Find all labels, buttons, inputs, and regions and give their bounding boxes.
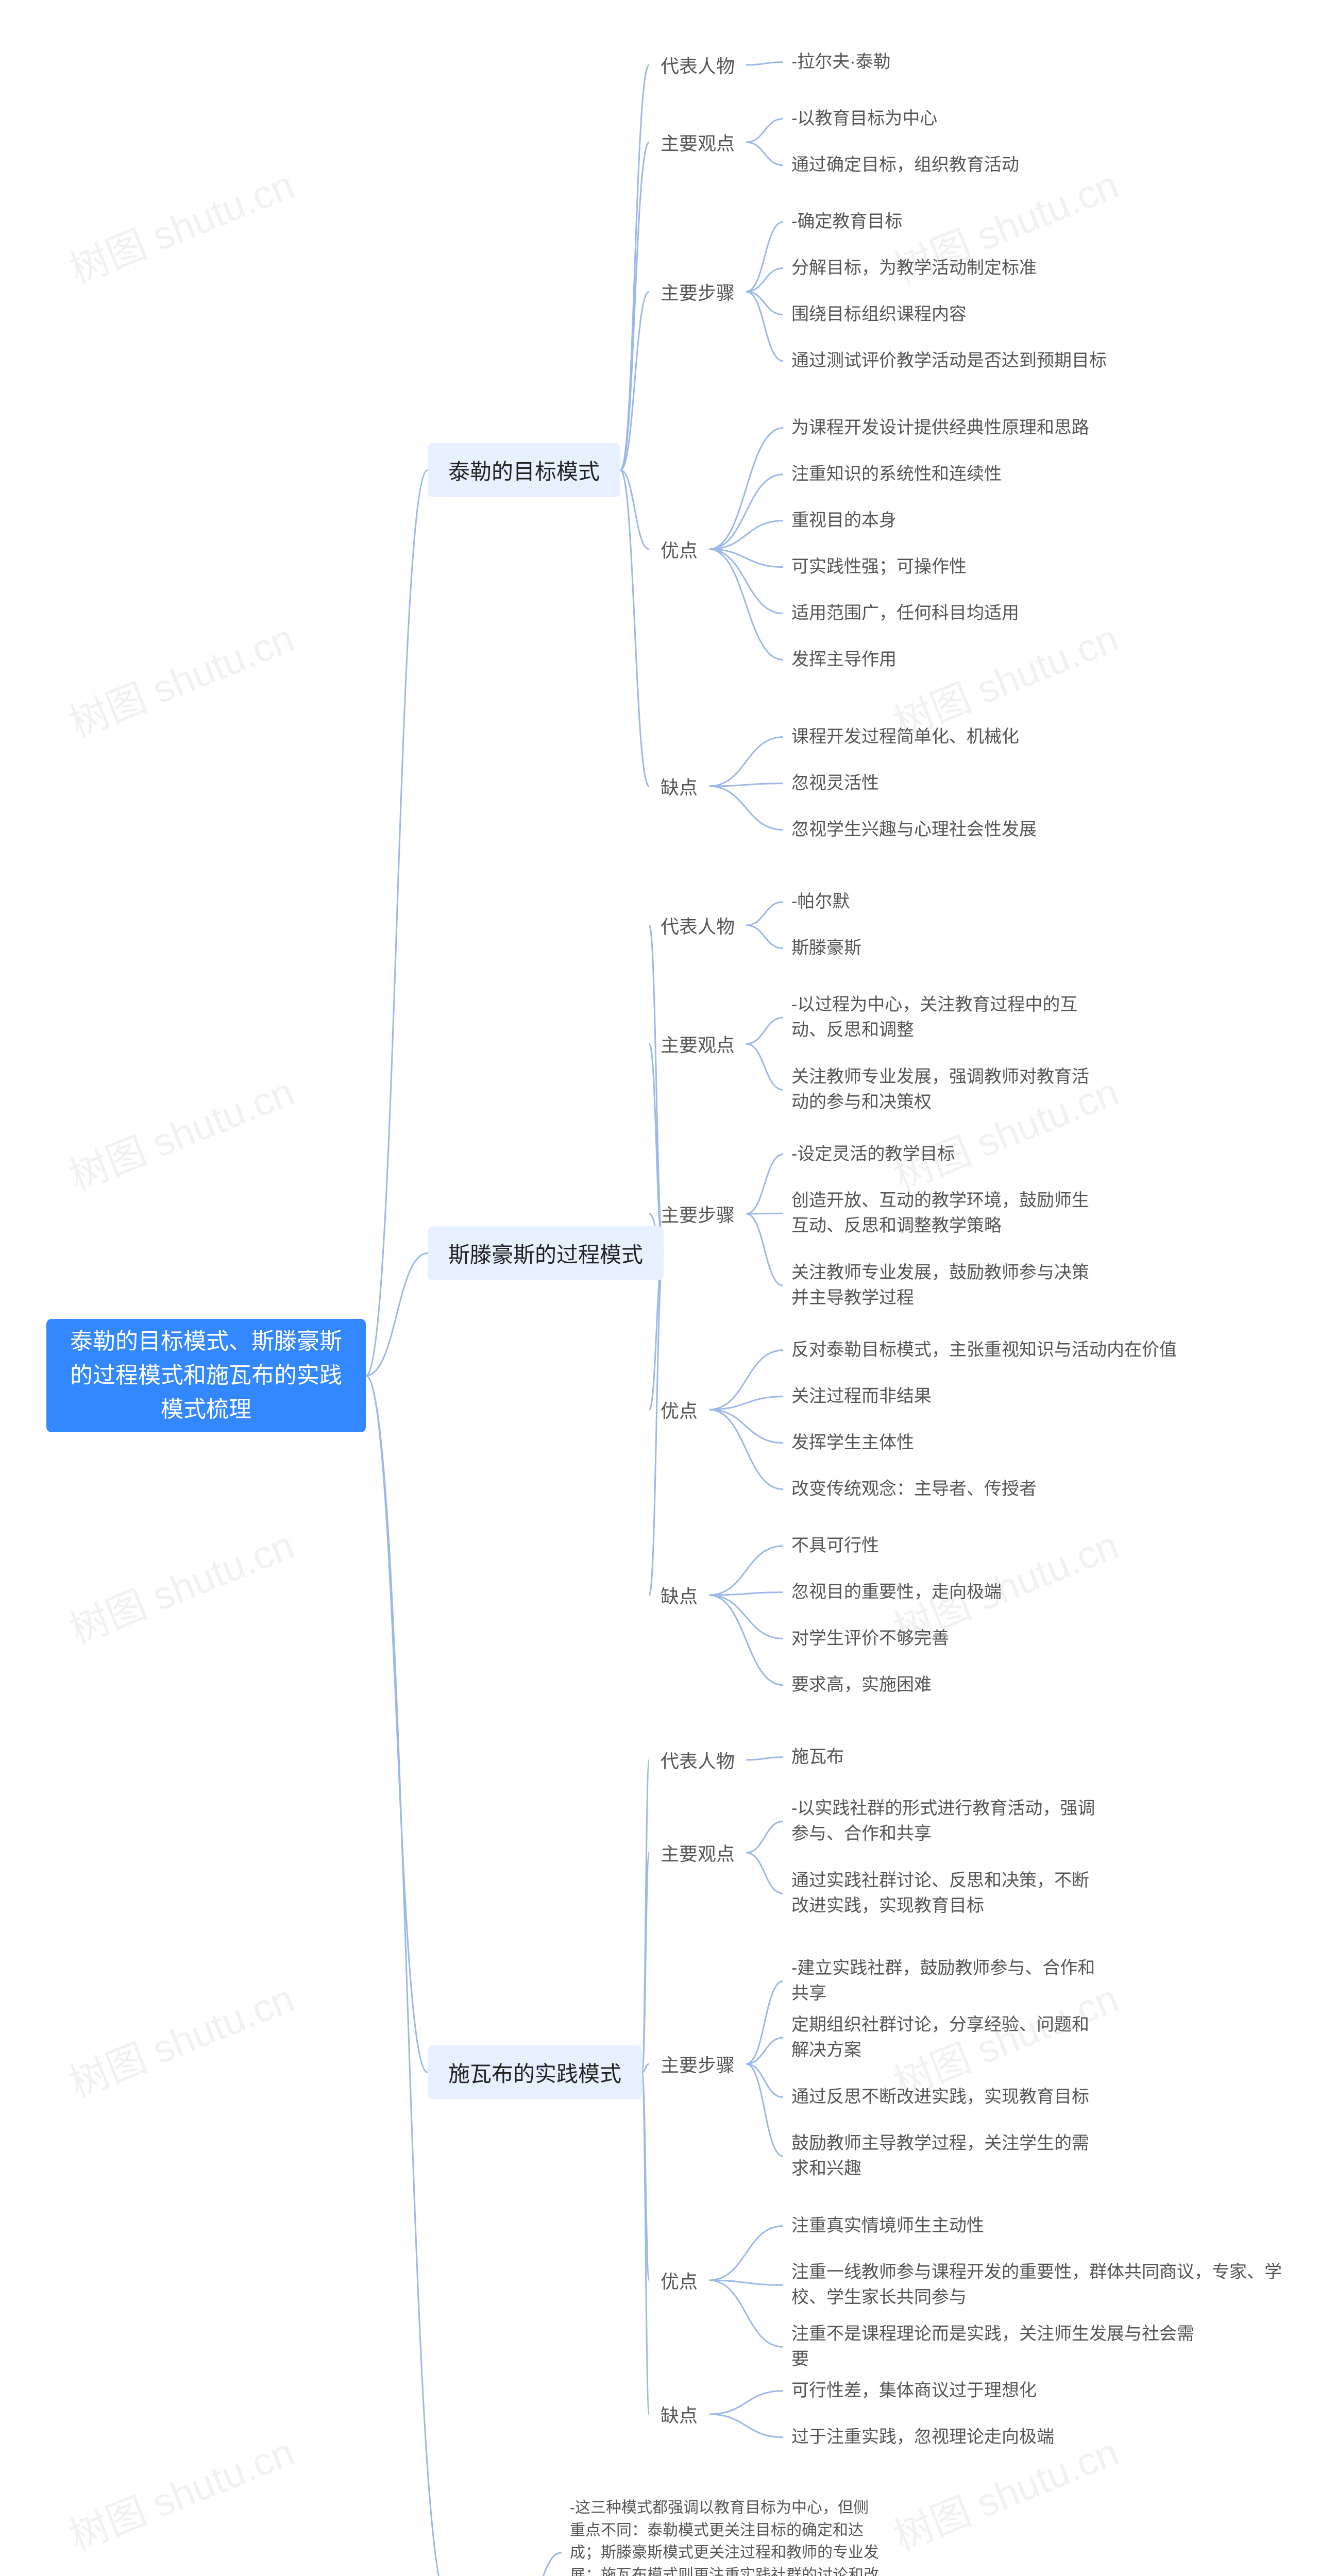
sec-label[interactable]: 主要观点 — [649, 1834, 746, 1871]
leaf: 围绕目标组织课程内容 — [783, 299, 975, 330]
leaf: 过于注重实践，忽视理论走向极端 — [783, 2421, 1062, 2453]
leaf: 可行性差，集体商议过于理想化 — [783, 2375, 1045, 2406]
sec-label[interactable]: 代表人物 — [649, 46, 746, 83]
leaf: 注重知识的系统性和连续性 — [783, 459, 1010, 490]
leaf: 忽视目的重要性，走向极端 — [783, 1577, 1010, 1608]
leaf: 关注教师专业发展，鼓励教师参与决策并主导教学过程 — [783, 1257, 1113, 1314]
leaf: 施瓦布 — [783, 1741, 852, 1773]
leaf: -以实践社群的形式进行教育活动，强调参与、合作和共享 — [783, 1793, 1113, 1850]
sec-label[interactable]: 主要步骤 — [649, 2045, 746, 2082]
leaf: 改变传统观念：主导者、传授者 — [783, 1473, 1045, 1505]
leaf: 鼓励教师主导教学过程，关注学生的需求和兴趣 — [783, 2128, 1113, 2185]
leaf: 关注过程而非结果 — [783, 1381, 940, 1412]
leaf: -以过程为中心，关注教育过程中的互动、反思和调整 — [783, 989, 1113, 1046]
sec-label[interactable]: 优点 — [649, 531, 709, 568]
branch-stenhouse[interactable]: 斯滕豪斯的过程模式 — [428, 1226, 664, 1280]
connector-layer — [0, 0, 1319, 2576]
leaf: -确定教育目标 — [783, 206, 910, 238]
leaf: 不具可行性 — [783, 1530, 887, 1562]
leaf: -建立实践社群，鼓励教师参与、合作和共享 — [783, 1953, 1113, 2010]
leaf: 通过测试评价教学活动是否达到预期目标 — [783, 345, 1115, 377]
leaf: 要求高，实施困难 — [783, 1669, 940, 1701]
watermark: 树图 shutu.cn — [60, 2420, 301, 2562]
sec-label[interactable]: 缺点 — [649, 1577, 709, 1614]
leaf: 创造开放、互动的教学环境，鼓励师生互动、反思和调整教学策略 — [783, 1185, 1113, 1242]
sec-label[interactable]: 主要步骤 — [649, 1195, 746, 1232]
sec-label[interactable]: 主要观点 — [649, 1025, 746, 1062]
leaf: 忽视学生兴趣与心理社会性发展 — [783, 814, 1045, 845]
sec-label[interactable]: 代表人物 — [649, 907, 746, 944]
leaf: -以教育目标为中心 — [783, 103, 945, 134]
mindmap-canvas: { "watermark_text": "树图 shutu.cn", "colo… — [0, 0, 1319, 2576]
sec-label[interactable]: 缺点 — [649, 2396, 709, 2433]
leaf: 通过反思不断改进实践，实现教育目标 — [783, 2081, 1097, 2113]
leaf: 定期组织社群讨论，分享经验、问题和解决方案 — [783, 2009, 1113, 2066]
leaf: 重视目的本身 — [783, 505, 905, 536]
leaf: 分解目标，为教学活动制定标准 — [783, 252, 1045, 284]
branch-taylor[interactable]: 泰勒的目标模式 — [428, 443, 620, 497]
watermark: 树图 shutu.cn — [60, 1060, 301, 1201]
sec-label[interactable]: 优点 — [649, 2262, 709, 2299]
leaf: 通过实践社群讨论、反思和决策，不断改进实践，实现教育目标 — [783, 1865, 1113, 1922]
root-node[interactable]: 泰勒的目标模式、斯滕豪斯的过程模式和施瓦布的实践模式梳理 — [46, 1319, 366, 1432]
leaf: 可实践性强；可操作性 — [783, 551, 975, 583]
leaf: 注重一线教师参与课程开发的重要性，群体共同商议，专家、学校、学生家长共同参与 — [783, 2257, 1298, 2314]
leaf: 注重不是课程理论而是实践，关注师生发展与社会需要 — [783, 2318, 1206, 2376]
leaf: 对学生评价不够完善 — [783, 1623, 957, 1654]
sec-label[interactable]: 缺点 — [649, 768, 709, 805]
leaf: 斯滕豪斯 — [783, 933, 870, 964]
sec-label[interactable]: 优点 — [649, 1391, 709, 1428]
leaf: 关注教师专业发展，强调教师对教育活动的参与和决策权 — [783, 1061, 1113, 1118]
leaf: -这三种模式都强调以教育目标为中心，但侧重点不同：泰勒模式更关注目标的确定和达成… — [562, 2494, 891, 2576]
leaf: 适用范围广，任何科目均适用 — [783, 598, 1027, 629]
sec-label[interactable]: 代表人物 — [649, 1741, 746, 1778]
leaf: 通过确定目标，组织教育活动 — [783, 149, 1027, 181]
leaf: -设定灵活的教学目标 — [783, 1139, 963, 1170]
leaf: -拉尔夫·泰勒 — [783, 46, 899, 78]
leaf: 反对泰勒目标模式，主张重视知识与活动内在价值 — [783, 1334, 1185, 1366]
watermark: 树图 shutu.cn — [60, 1514, 301, 1655]
watermark: 树图 shutu.cn — [60, 154, 301, 295]
sec-label[interactable]: 主要步骤 — [649, 273, 746, 310]
leaf: 课程开发过程简单化、机械化 — [783, 721, 1027, 753]
sec-label[interactable]: 主要观点 — [649, 124, 746, 161]
branch-schwab[interactable]: 施瓦布的实践模式 — [428, 2045, 642, 2099]
leaf: 注重真实情境师生主动性 — [783, 2210, 992, 2242]
leaf: 发挥主导作用 — [783, 644, 905, 675]
leaf: 发挥学生主体性 — [783, 1427, 922, 1459]
leaf: 忽视灵活性 — [783, 768, 887, 799]
leaf: 为课程开发设计提供经典性原理和思路 — [783, 412, 1097, 444]
watermark: 树图 shutu.cn — [60, 607, 301, 748]
leaf: -帕尔默 — [783, 886, 858, 918]
watermark: 树图 shutu.cn — [60, 1967, 301, 2108]
